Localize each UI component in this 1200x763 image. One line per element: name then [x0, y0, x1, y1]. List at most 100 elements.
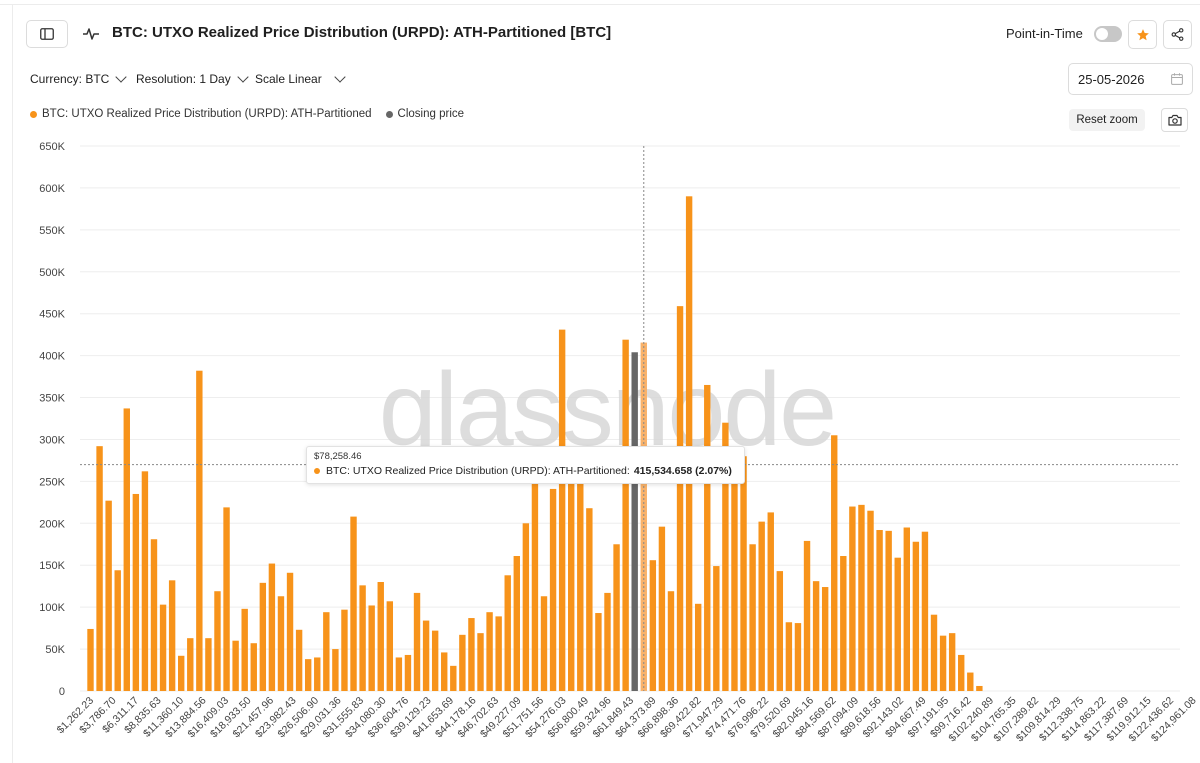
- bar: [803, 540, 811, 691]
- point-in-time-toggle[interactable]: [1094, 26, 1122, 42]
- bar: [658, 526, 666, 691]
- bar: [431, 630, 439, 691]
- sidebar-icon: [40, 28, 54, 40]
- share-icon: [1171, 28, 1184, 41]
- bar: [304, 659, 312, 691]
- bar: [223, 507, 230, 691]
- bar: [295, 629, 303, 691]
- y-tick-label: 600K: [39, 183, 65, 195]
- bar: [613, 544, 620, 691]
- y-tick-label: 200K: [39, 518, 65, 530]
- bar: [368, 605, 375, 691]
- y-tick-label: 250K: [39, 476, 65, 488]
- share-button[interactable]: [1163, 20, 1192, 49]
- y-tick-label: 300K: [39, 434, 65, 446]
- legend-label-closing-price: Closing price: [397, 108, 465, 120]
- bar: [513, 556, 520, 691]
- bar: [776, 571, 784, 691]
- bar: [604, 592, 611, 691]
- legend-item-closing-price[interactable]: Closing price: [385, 108, 465, 120]
- scale-dropdown[interactable]: Scale Linear: [255, 70, 346, 88]
- favorite-button[interactable]: [1128, 20, 1157, 49]
- y-tick-label: 0: [59, 686, 65, 698]
- bar: [704, 384, 711, 691]
- bar: [676, 306, 684, 691]
- bar: [259, 582, 267, 691]
- bar: [522, 523, 530, 691]
- bar: [713, 566, 720, 691]
- bar: [468, 618, 475, 691]
- bar: [477, 633, 484, 691]
- bar: [549, 488, 557, 691]
- bar: [577, 480, 584, 691]
- currency-dropdown[interactable]: Currency: BTC: [30, 70, 128, 88]
- bar: [450, 665, 457, 691]
- bar: [141, 471, 149, 691]
- bar: [159, 604, 167, 691]
- tooltip-series-label: BTC: UTXO Realized Price Distribution (U…: [326, 465, 630, 477]
- date-picker[interactable]: 25-05-2026: [1068, 63, 1193, 95]
- calendar-icon: [1171, 73, 1183, 85]
- bars: [87, 196, 983, 692]
- bar: [277, 596, 285, 691]
- bar: [740, 456, 747, 691]
- y-tick-label: 50K: [45, 644, 65, 656]
- bar: [622, 339, 629, 691]
- top-border: [0, 4, 1200, 5]
- date-value: 25-05-2026: [1078, 72, 1145, 87]
- bar: [749, 544, 756, 691]
- bar: [150, 539, 158, 691]
- resolution-dropdown[interactable]: Resolution: 1 Day: [136, 70, 249, 88]
- legend-label-urpd: BTC: UTXO Realized Price Distribution (U…: [42, 108, 372, 120]
- bar: [205, 638, 212, 691]
- point-in-time-label: Point-in-Time: [1006, 26, 1083, 41]
- bar: [694, 603, 702, 691]
- bar: [649, 560, 657, 691]
- reset-zoom-button[interactable]: Reset zoom: [1069, 109, 1145, 131]
- bar: [758, 521, 765, 691]
- y-tick-label: 100K: [39, 602, 65, 614]
- bar: [404, 654, 412, 691]
- bar: [178, 655, 185, 691]
- bar: [767, 512, 774, 691]
- bar: [422, 620, 430, 691]
- bar: [867, 510, 874, 691]
- bar: [87, 628, 94, 691]
- bar: [885, 530, 892, 691]
- sidebar-toggle-button[interactable]: [26, 20, 68, 48]
- bar: [359, 585, 366, 691]
- y-tick-label: 350K: [39, 393, 65, 405]
- y-tick-label: 400K: [39, 351, 65, 363]
- bar: [96, 446, 103, 691]
- left-border: [12, 4, 13, 763]
- toggle-knob: [1096, 28, 1108, 40]
- bar: [196, 370, 203, 691]
- y-tick-label: 150K: [39, 560, 65, 572]
- bar: [486, 612, 493, 691]
- bar: [413, 592, 421, 691]
- bar: [958, 654, 965, 691]
- bar: [568, 467, 575, 691]
- bar: [341, 609, 348, 691]
- bar: [976, 685, 983, 691]
- scale-label: Scale Linear: [255, 72, 322, 86]
- legend-dot-closing-price: [385, 110, 393, 118]
- bar: [640, 342, 647, 691]
- legend-item-urpd[interactable]: BTC: UTXO Realized Price Distribution (U…: [30, 108, 372, 120]
- y-tick-label: 450K: [39, 309, 65, 321]
- bar: [241, 608, 248, 691]
- bar: [268, 563, 276, 691]
- bar: [812, 581, 820, 691]
- bar: [214, 591, 221, 691]
- bar: [286, 572, 294, 691]
- bar: [939, 635, 947, 691]
- chart-header: BTC: UTXO Realized Price Distribution (U…: [0, 0, 1200, 66]
- data-tooltip: $78,258.46 BTC: UTXO Realized Price Dist…: [306, 446, 745, 484]
- screenshot-button[interactable]: [1161, 108, 1188, 132]
- bar: [948, 633, 956, 691]
- bar: [840, 556, 847, 691]
- tooltip-price: $78,258.46: [314, 451, 362, 462]
- bar: [821, 587, 829, 691]
- bar: [232, 640, 239, 691]
- bar: [504, 575, 511, 691]
